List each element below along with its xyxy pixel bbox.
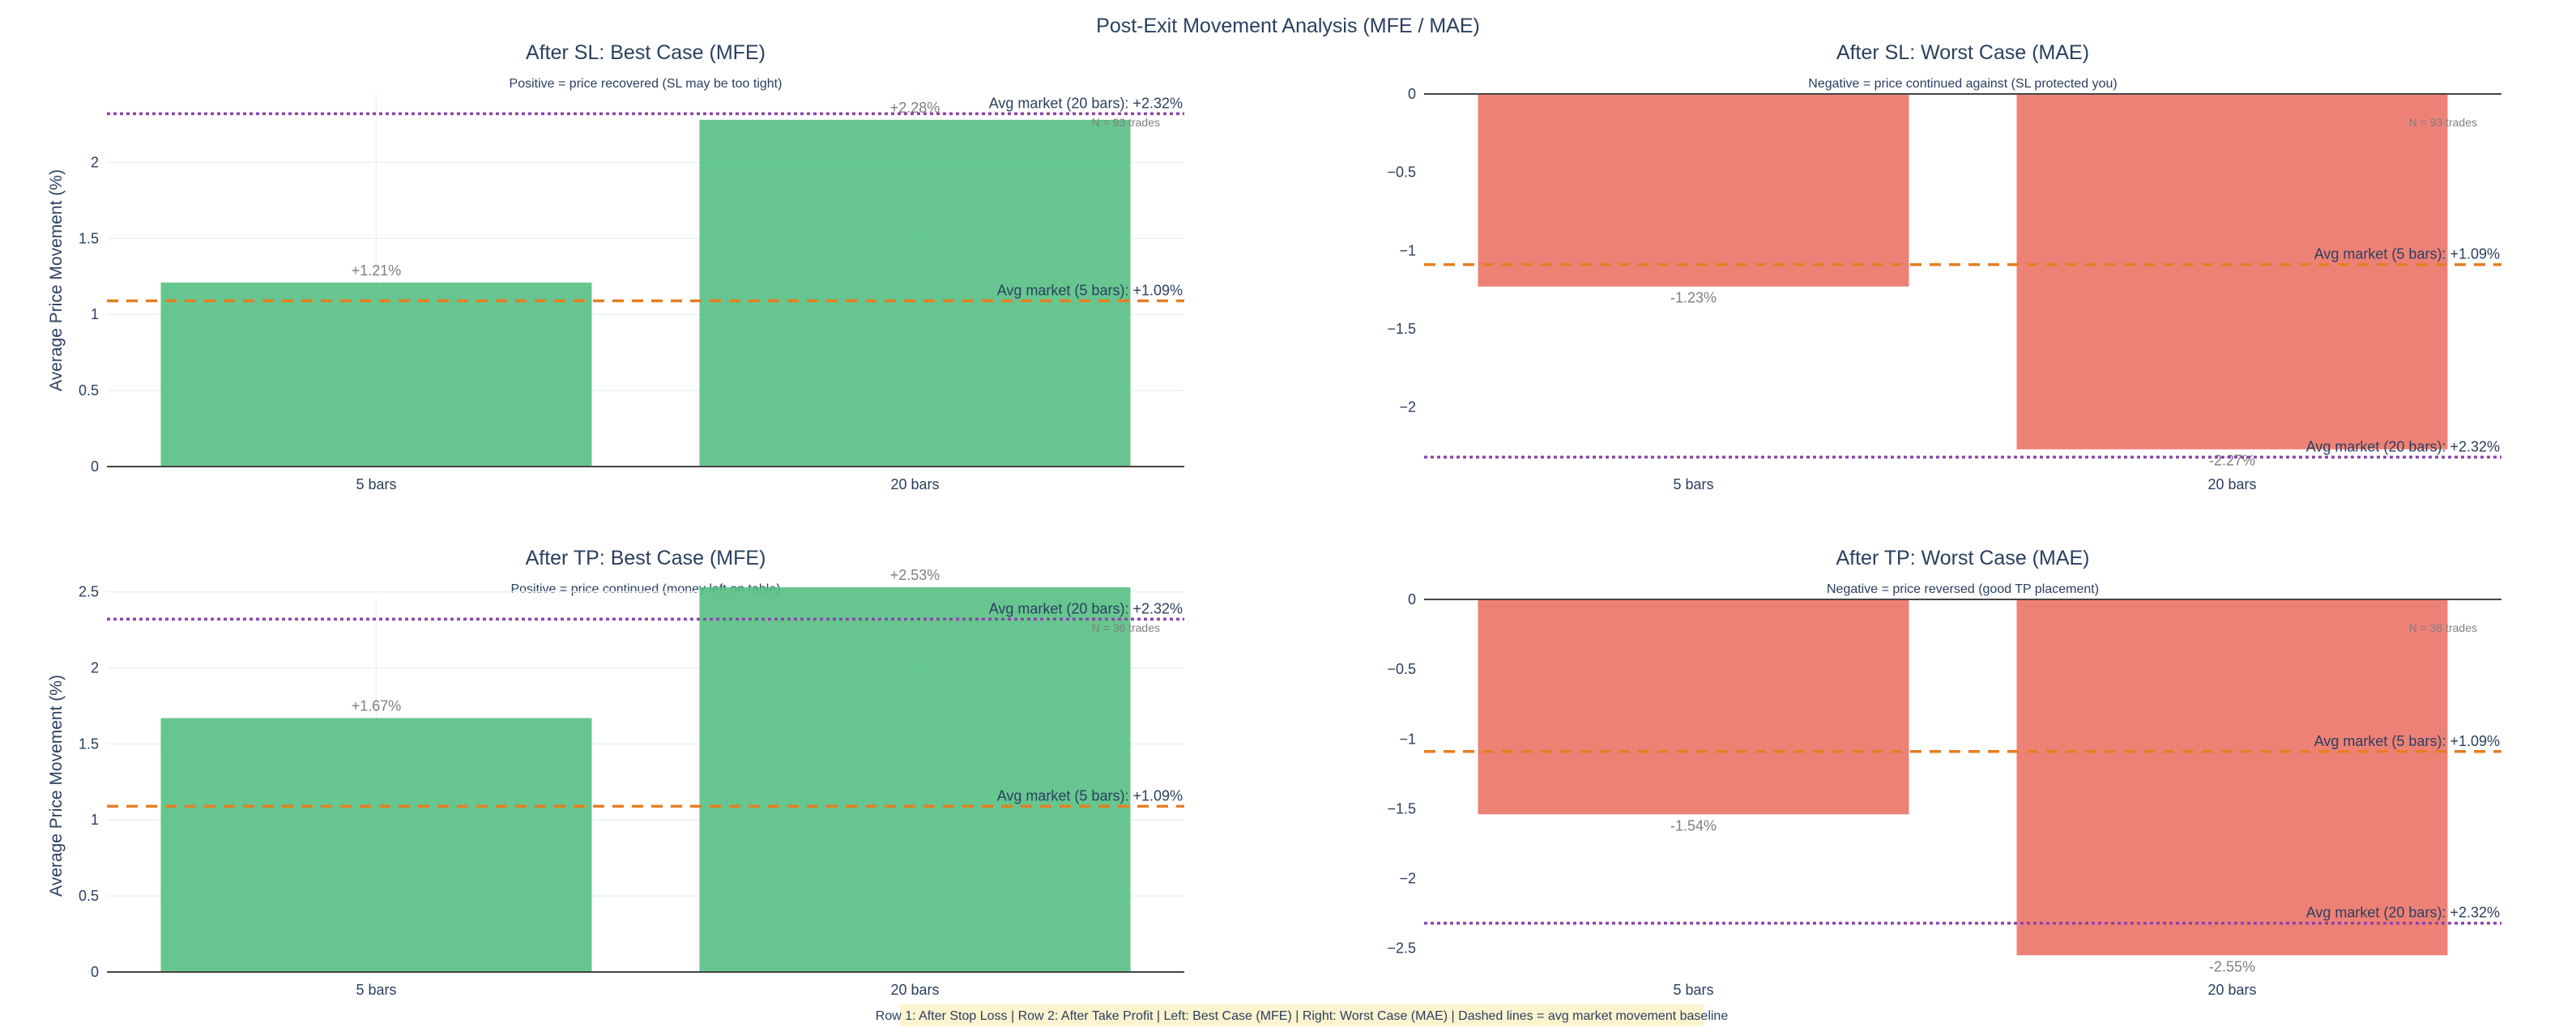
reference-line-label: Avg market (5 bars): +1.09% bbox=[997, 282, 1183, 298]
y-tick-label: −0.5 bbox=[1387, 661, 1416, 677]
footnote: Row 1: After Stop Loss | Row 2: After Ta… bbox=[876, 1009, 1729, 1023]
reference-line-label: Avg market (20 bars): +2.32% bbox=[989, 95, 1183, 111]
subplot-2: After SL: Worst Case (MAE) Negative = pri… bbox=[1387, 41, 2501, 492]
y-tick-label: 0 bbox=[91, 964, 99, 980]
bar-value-label: -2.55% bbox=[2209, 958, 2255, 974]
subplot-title: After SL: Worst Case (MAE) bbox=[1836, 41, 2089, 64]
y-tick-label: 2 bbox=[91, 659, 99, 676]
y-tick-label: −2 bbox=[1399, 399, 1416, 416]
y-axis-label: Average Price Movement (%) bbox=[47, 169, 66, 391]
y-tick-label: 0 bbox=[1408, 86, 1416, 102]
y-tick-label: 1 bbox=[91, 812, 99, 828]
y-tick-label: 2 bbox=[91, 154, 99, 170]
trade-count-label: N = 36 trades bbox=[1092, 621, 1160, 634]
y-tick-label: 0 bbox=[1408, 591, 1416, 608]
y-tick-label: −1.5 bbox=[1387, 800, 1416, 816]
bar-2 bbox=[2016, 599, 2448, 956]
x-tick-label: 5 bars bbox=[1673, 476, 1713, 492]
y-tick-label: 1.5 bbox=[79, 230, 99, 246]
y-tick-label: 0.5 bbox=[79, 888, 99, 904]
bar-value-label: -2.27% bbox=[2209, 453, 2255, 469]
bar-value-label: +2.53% bbox=[890, 567, 940, 583]
x-tick-label: 5 bars bbox=[356, 476, 396, 492]
trade-count-label: N = 93 trades bbox=[2409, 116, 2477, 129]
subplot-4: After TP: Worst Case (MAE) Negative = pri… bbox=[1387, 547, 2501, 998]
bar-1 bbox=[160, 718, 592, 972]
y-tick-label: 1.5 bbox=[79, 735, 99, 752]
trade-count-label: N = 93 trades bbox=[1092, 116, 1160, 129]
y-tick-label: 0 bbox=[91, 458, 99, 475]
bar-value-label: +2.28% bbox=[890, 100, 940, 116]
y-tick-label: −1 bbox=[1399, 242, 1416, 258]
bar-1 bbox=[1478, 94, 1909, 287]
reference-line-label: Avg market (20 bars): +2.32% bbox=[2306, 905, 2500, 921]
y-tick-label: 0.5 bbox=[79, 382, 99, 399]
bar-2 bbox=[699, 586, 1131, 972]
subplot-title: After TP: Best Case (MFE) bbox=[526, 547, 766, 569]
reference-line-label: Avg market (20 bars): +2.32% bbox=[989, 600, 1183, 616]
x-tick-label: 20 bars bbox=[2207, 982, 2256, 998]
y-tick-label: −1.5 bbox=[1387, 321, 1416, 337]
y-tick-label: −1 bbox=[1399, 731, 1416, 747]
x-tick-label: 20 bars bbox=[2207, 476, 2256, 492]
trade-count-label: N = 36 trades bbox=[2409, 621, 2477, 634]
bar-value-label: +1.21% bbox=[352, 262, 402, 279]
bar-value-label: +1.67% bbox=[352, 697, 402, 714]
subplot-subtitle: Negative = price continued against (SL p… bbox=[1808, 77, 2117, 91]
x-tick-label: 5 bars bbox=[356, 982, 396, 998]
y-axis-label: Average Price Movement (%) bbox=[47, 675, 66, 897]
y-tick-label: 1 bbox=[91, 306, 99, 322]
subplot-1: After SL: Best Case (MFE) Positive = pric… bbox=[47, 41, 1184, 492]
x-tick-label: 20 bars bbox=[890, 476, 939, 492]
subplot-title: After SL: Best Case (MFE) bbox=[526, 41, 766, 64]
x-tick-label: 20 bars bbox=[890, 982, 939, 998]
y-tick-label: −2.5 bbox=[1387, 940, 1416, 957]
reference-line-label: Avg market (5 bars): +1.09% bbox=[997, 787, 1183, 804]
reference-line-label: Avg market (5 bars): +1.09% bbox=[2314, 733, 2500, 749]
y-tick-label: −0.5 bbox=[1387, 164, 1416, 181]
subplot-title: After TP: Worst Case (MAE) bbox=[1836, 547, 2089, 569]
bar-1 bbox=[1478, 599, 1909, 815]
subplot-subtitle: Negative = price reversed (good TP place… bbox=[1827, 582, 2099, 596]
y-tick-label: 2.5 bbox=[79, 584, 99, 600]
subplot-grid: After SL: Best Case (MFE) Positive = pric… bbox=[47, 41, 2501, 998]
bar-2 bbox=[2016, 94, 2448, 450]
subplot-subtitle: Positive = price recovered (SL may be to… bbox=[510, 77, 783, 91]
x-tick-label: 5 bars bbox=[1673, 982, 1713, 998]
bar-value-label: -1.23% bbox=[1670, 290, 1717, 306]
figure-title: Post-Exit Movement Analysis (MFE / MAE) bbox=[1096, 15, 1480, 37]
footnote-background bbox=[900, 1004, 1704, 1026]
subplot-3: After TP: Best Case (MFE)Positive = pric… bbox=[47, 547, 1184, 998]
reference-line-label: Avg market (5 bars): +1.09% bbox=[2314, 246, 2500, 262]
bar-value-label: -1.54% bbox=[1670, 817, 1717, 833]
reference-line-label: Avg market (20 bars): +2.32% bbox=[2306, 438, 2500, 454]
y-tick-label: −2 bbox=[1399, 871, 1416, 887]
bar-2 bbox=[699, 119, 1131, 467]
bar-1 bbox=[160, 282, 592, 467]
